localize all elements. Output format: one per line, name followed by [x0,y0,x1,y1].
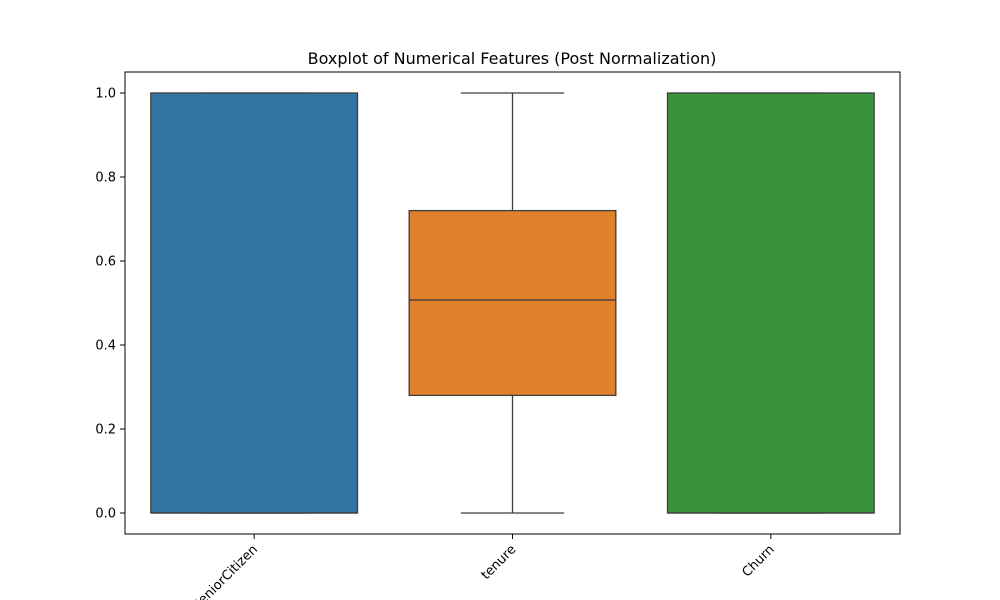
box-churn [666,92,875,514]
y-tick-label: 0.6 [95,255,116,270]
y-tick-label: 0.8 [95,171,116,186]
y-tick-label: 0.2 [95,423,116,438]
x-tick-label-tenure: tenure [479,542,520,583]
chart-title: Boxplot of Numerical Features (Post Norm… [308,49,717,68]
y-tick-label: 0.0 [95,507,116,522]
x-tick-label-seniorcitizen: SeniorCitizen [190,542,261,600]
iqr-box [666,92,875,514]
box-tenure [408,92,617,514]
y-tick-label: 0.4 [95,339,116,354]
y-tick-label: 1.0 [95,87,116,102]
box-seniorcitizen [150,92,359,514]
boxes-layer [150,92,875,514]
iqr-box [408,209,617,397]
iqr-box [150,92,359,514]
x-tick-label-churn: Churn [740,542,778,580]
